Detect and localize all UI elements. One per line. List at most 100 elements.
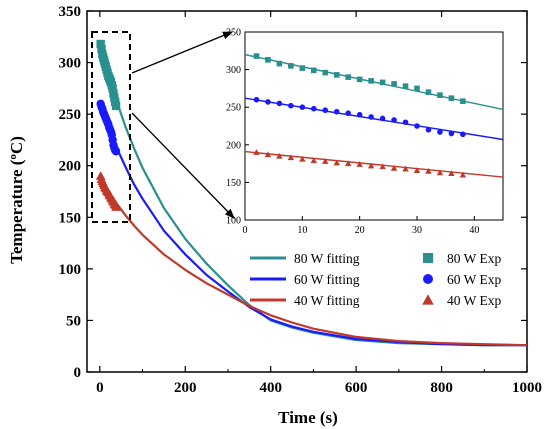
inset-data-point	[425, 167, 432, 174]
inset-data-point	[264, 151, 272, 158]
legend-label: 40 W Exp	[447, 293, 502, 308]
inset-y-tick-label: 100	[226, 216, 241, 227]
legend-label: 40 W fitting	[294, 293, 360, 308]
inset-data-point	[265, 99, 271, 105]
y-tick-label: 200	[59, 159, 82, 175]
y-axis-title-unit: C)	[7, 136, 26, 154]
inset-data-point	[345, 74, 351, 80]
inset-data-point	[299, 104, 306, 110]
inset-data-point	[425, 126, 432, 133]
legend-label: 60 W fitting	[294, 272, 360, 287]
main-plot-frame	[86, 10, 528, 373]
inset-data-point	[356, 111, 363, 118]
zoom-arrow-upper	[131, 31, 233, 74]
inset-data-point	[368, 78, 374, 84]
data-point	[111, 202, 121, 211]
legend-swatch-marker	[423, 274, 433, 284]
inset-data-point	[379, 163, 386, 170]
y-tick-label: 100	[59, 262, 82, 278]
inset-y-tick-label: 300	[226, 65, 241, 76]
legend-label: 80 W Exp	[447, 251, 502, 266]
inset-data-point	[437, 92, 443, 98]
inset-x-tick-label: 0	[243, 225, 248, 236]
y-tick-label: 250	[59, 107, 82, 123]
legend-swatch-marker	[422, 294, 434, 305]
inset-data-point	[288, 63, 294, 69]
inset-x-tick-label: 20	[355, 225, 365, 236]
legend-label: 80 W fitting	[294, 251, 360, 266]
inset-data-point	[311, 67, 317, 74]
inset-series-group	[245, 53, 503, 178]
inset-data-point	[402, 83, 409, 89]
y-tick-label: 150	[59, 210, 82, 226]
inset-data-point	[368, 114, 374, 120]
inset-data-point	[379, 79, 386, 86]
inset-data-point	[311, 105, 317, 112]
inset-data-point	[390, 164, 398, 171]
y-tick-label: 50	[66, 313, 81, 329]
y-axis-title-text: Temperature (	[7, 159, 26, 264]
inset-fit-line	[245, 53, 503, 111]
inset-data-point	[459, 171, 467, 178]
inset-data-point	[460, 98, 466, 104]
inset-data-point	[402, 119, 409, 126]
inset-data-point	[448, 130, 455, 137]
inset-data-point	[414, 85, 420, 92]
inset-data-point	[356, 76, 363, 83]
x-tick-label: 0	[96, 380, 104, 396]
inset-y-tick-label: 150	[226, 178, 241, 189]
inset-data-point	[299, 155, 306, 162]
inset-data-point	[448, 170, 455, 176]
inset-data-point	[333, 159, 340, 166]
inset-data-point	[344, 160, 352, 167]
main-series-group	[95, 39, 527, 347]
inset-y-tick-label: 350	[226, 28, 241, 39]
y-tick-label: 300	[59, 56, 82, 72]
inset-x-tick-label: 10	[297, 225, 307, 236]
inset-x-tick-label: 30	[412, 225, 422, 236]
inset-x-tick-label: 40	[469, 225, 479, 236]
zoom-arrow-lower	[131, 112, 235, 219]
inset-y-tick-label: 200	[226, 140, 241, 151]
x-tick-label: 1000	[512, 380, 542, 396]
y-axis-title: Temperature (oC)	[7, 136, 26, 264]
inset-data-point	[460, 131, 466, 138]
data-point	[108, 84, 117, 93]
legend-swatch-marker	[423, 253, 433, 263]
inset-data-point	[402, 165, 409, 172]
inset-data-point	[413, 167, 421, 173]
inset-data-point	[367, 162, 375, 169]
x-tick-label: 400	[259, 380, 282, 396]
inset-data-point	[333, 72, 340, 78]
inset-data-point	[253, 53, 260, 59]
x-tick-label: 600	[345, 380, 368, 396]
y-axis-title-degree: o	[7, 154, 19, 160]
inset-data-point	[391, 81, 397, 87]
data-point	[111, 147, 121, 156]
zoom-region-box	[91, 31, 235, 223]
inset-data-point	[310, 157, 318, 164]
y-tick-label: 0	[74, 365, 82, 381]
inset-frame	[244, 31, 504, 221]
inset-data-point	[253, 96, 260, 103]
inset-data-point	[448, 95, 455, 101]
x-tick-label: 200	[174, 380, 197, 396]
inset-data-point	[391, 117, 397, 123]
inset-data-point	[437, 129, 443, 135]
inset-data-point	[276, 152, 283, 159]
inset-data-point	[253, 149, 260, 155]
inset-data-point	[287, 154, 295, 161]
inset-data-point	[333, 108, 340, 115]
inset-data-point	[299, 65, 306, 71]
inset-data-point	[322, 107, 329, 114]
legend-label: 60 W Exp	[447, 272, 502, 287]
series-line-40-w-fitting	[98, 174, 527, 347]
data-point	[96, 39, 105, 49]
inset-data-point	[379, 115, 386, 122]
data-point	[97, 44, 106, 54]
inset-data-point	[288, 102, 294, 109]
inset-data-point	[356, 161, 363, 167]
inset-data-point	[345, 110, 352, 117]
